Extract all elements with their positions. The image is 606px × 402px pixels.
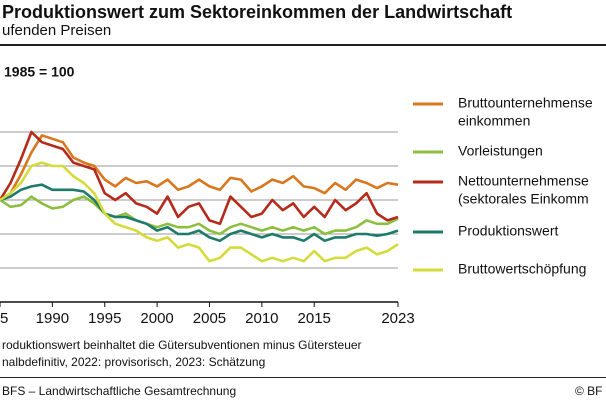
x-tick-label: 2000 <box>140 310 173 327</box>
series-line <box>0 161 399 263</box>
chart-title: Produktionswert zum Sektoreinkommen der … <box>2 2 512 22</box>
note: nalbdefinitiv, 2022: provisorisch, 2023:… <box>2 355 265 369</box>
subtitle: ufenden Preisen <box>2 22 111 39</box>
legend-label: Vorleistungen <box>458 143 543 159</box>
legend-label: Bruttounternehmense <box>458 95 593 111</box>
legend-label: Produktionswert <box>458 223 558 239</box>
x-tick-label: 1995 <box>88 310 121 327</box>
series-line <box>0 130 399 226</box>
x-tick-label: 2023 <box>381 310 414 327</box>
rule <box>0 44 606 46</box>
x-tick-label: 2015 <box>298 310 331 327</box>
legend-label: (sektorales Einkomm <box>458 191 589 207</box>
series-line <box>0 183 399 243</box>
series-line <box>0 195 399 236</box>
legend-label: Bruttowertschöpfung <box>458 261 586 277</box>
series-line <box>0 134 399 202</box>
x-tick-label: 2010 <box>245 310 278 327</box>
rule <box>0 377 606 378</box>
legend-label: Nettounternehmense <box>458 173 589 189</box>
x-tick-label: 1990 <box>36 310 69 327</box>
y-axis-label: 1985 = 100 <box>4 64 75 80</box>
copyright: © BF <box>575 384 603 398</box>
source: BFS – Landwirtschaftliche Gesamtrechnung <box>2 384 236 398</box>
note: roduktionswert beinhaltet die Gütersubve… <box>2 338 362 352</box>
legend-label: einkommen <box>458 113 530 129</box>
x-tick-label: 85 <box>0 310 8 327</box>
x-tick-label: 2005 <box>193 310 226 327</box>
